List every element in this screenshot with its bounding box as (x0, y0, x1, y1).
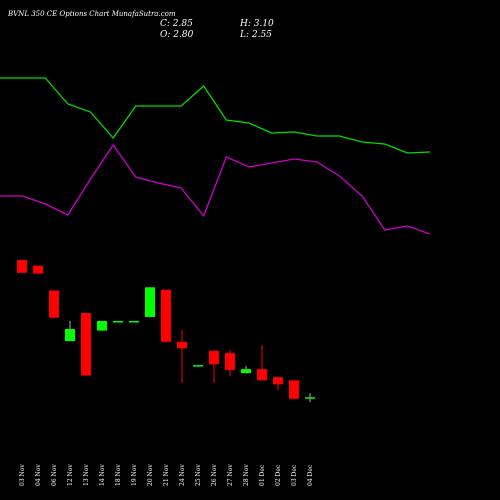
candle-body (209, 350, 219, 365)
candle-body (289, 380, 299, 399)
x-tick-label: 20 Nov (147, 464, 154, 486)
x-tick-label: 12 Nov (67, 464, 74, 486)
candle-body (273, 377, 283, 385)
x-tick-label: 13 Nov (83, 464, 90, 486)
summary-close: C: 2.85 (160, 19, 193, 29)
x-tick-label: 03 Nov (19, 464, 26, 486)
candle-body (17, 260, 27, 273)
x-tick-label: 18 Nov (115, 464, 122, 486)
summary-low: L: 2.55 (239, 30, 272, 40)
indicator-line (0, 77, 431, 154)
candle-body (129, 320, 139, 323)
x-tick-label: 04 Dec (307, 464, 314, 486)
candle-body (49, 290, 59, 318)
x-tick-label: 03 Dec (291, 464, 298, 486)
candle-body (33, 265, 43, 274)
candle-body (113, 320, 123, 323)
x-tick-label: 02 Dec (275, 464, 282, 486)
candle-body (81, 312, 91, 376)
x-tick-label: 21 Nov (163, 464, 170, 486)
x-tick-label: 24 Nov (179, 464, 186, 486)
chart-title: BVNL 350 CE Options Chart MunafaSutra.co… (7, 10, 176, 18)
candle-body (145, 287, 155, 317)
x-tick-label: 01 Dec (259, 464, 266, 486)
candle-body (225, 353, 235, 370)
x-tick-label: 28 Nov (243, 464, 250, 486)
x-tick-label: 04 Nov (35, 464, 42, 486)
candle-body (177, 341, 187, 349)
indicator-line (0, 143, 431, 235)
x-tick-label: 25 Nov (195, 464, 202, 486)
candle-body (257, 369, 267, 381)
candle-body (241, 369, 251, 374)
x-tick-label: 27 Nov (227, 464, 234, 486)
x-tick-label: 14 Nov (99, 464, 106, 486)
x-tick-label: 26 Nov (211, 464, 218, 486)
summary-high: H: 3.10 (239, 19, 274, 29)
candle-body (65, 328, 75, 342)
x-tick-label: 19 Nov (131, 464, 138, 486)
candle-body (97, 320, 107, 331)
candle-body (305, 397, 315, 399)
candle-body (161, 289, 171, 342)
x-tick-label: 06 Nov (51, 464, 58, 486)
candle-body (193, 365, 203, 367)
summary-open: O: 2.80 (160, 30, 194, 40)
